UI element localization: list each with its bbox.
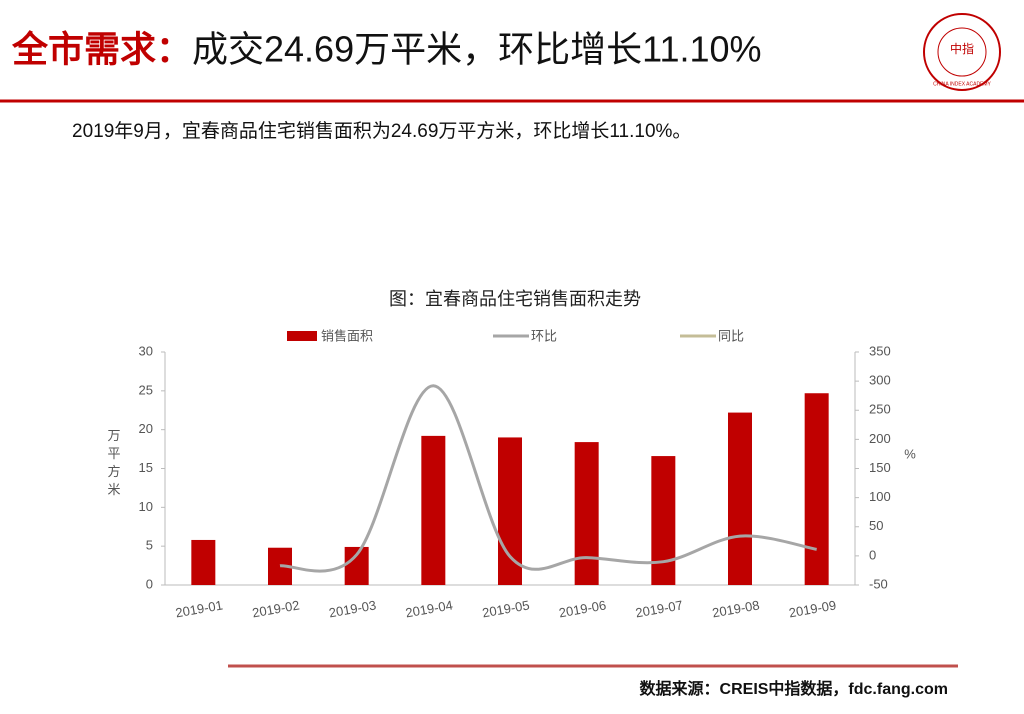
y2-tick-label: 100 (869, 489, 891, 504)
bar (804, 393, 829, 585)
title-prefix: 全市需求： (11, 29, 192, 70)
y2-tick-label: 350 (869, 343, 891, 358)
bar (574, 442, 599, 585)
summary: 2019年9月，宜春商品住宅销售面积为24.69万平方米，环比增长11.10%。 (72, 120, 691, 142)
x-tick-label: 2019-08 (711, 597, 761, 620)
y2-tick-label: 300 (869, 373, 891, 388)
y2-tick-label: 150 (869, 460, 891, 475)
x-tick-label: 2019-04 (404, 597, 454, 620)
x-tick-label: 2019-02 (251, 597, 301, 620)
bar (651, 456, 676, 585)
y-tick-label: 20 (139, 421, 153, 436)
legend-label: 销售面积 (321, 328, 373, 343)
chart-title: 图：宜春商品住宅销售面积走势 (389, 289, 641, 309)
x-tick-label: 2019-01 (174, 597, 224, 620)
source: 数据来源：CREIS中指数据，fdc.fang.com (640, 679, 948, 698)
y2-tick-label: -50 (869, 576, 888, 591)
x-tick-label: 2019-06 (558, 597, 608, 620)
line (279, 384, 817, 573)
bar (728, 412, 752, 585)
logo-text: 中指 (950, 41, 974, 56)
y-tick-label: 30 (139, 343, 153, 358)
y2-tick-label: 50 (869, 518, 883, 533)
bar (498, 437, 522, 585)
x-tick-label: 2019-05 (481, 597, 531, 620)
x-tick-label: 2019-09 (788, 597, 838, 620)
y2-tick-label: 250 (869, 402, 891, 417)
legend-label: 同比 (718, 328, 744, 343)
y-tick-label: 0 (146, 576, 153, 591)
y2-tick-label: 0 (869, 547, 876, 562)
y-label: 万平方米 (107, 428, 120, 497)
y2-label: % (904, 446, 916, 461)
logo: 中指 CHINA INDEX ACADEMY (923, 13, 1001, 91)
y-tick-label: 25 (139, 382, 153, 397)
legend-swatch (287, 331, 317, 341)
title-rest: 成交24.69万平米，环比增长11.10% (192, 29, 762, 70)
y-tick-label: 15 (139, 460, 153, 475)
bar (421, 435, 446, 585)
logo-subtext: CHINA INDEX ACADEMY (933, 81, 991, 87)
x-tick-label: 2019-03 (328, 597, 378, 620)
y-tick-label: 5 (146, 538, 153, 553)
legend-label: 环比 (531, 328, 557, 343)
bar (191, 539, 216, 585)
y2-tick-label: 200 (869, 431, 891, 446)
y-tick-label: 10 (139, 499, 153, 514)
x-tick-label: 2019-07 (634, 597, 684, 620)
